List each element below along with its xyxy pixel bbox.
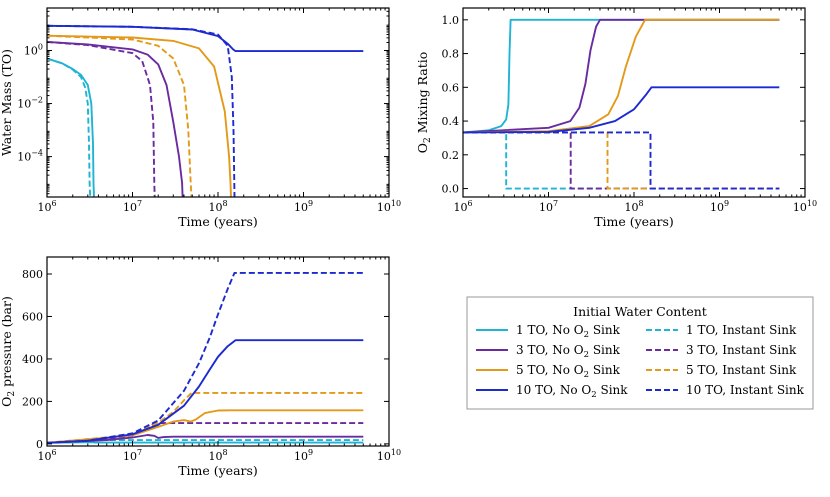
series-line-1to-instant-sink	[463, 131, 780, 190]
y-tick-label: 0.0	[442, 183, 460, 196]
x-tick-label: 1010	[377, 448, 401, 463]
y-tick-label: 400	[22, 353, 43, 366]
y-tick-label: 0.6	[442, 81, 460, 94]
y-tick-label: 600	[22, 310, 43, 323]
x-axis-label: Time (years)	[594, 214, 674, 229]
y-tick-label: 1.0	[442, 14, 460, 27]
water-mass-panel: 106 107 108 109 1010 10−4 10−2 100 Time (years) W…	[0, 7, 401, 229]
y-tick-label: 0.8	[442, 48, 460, 61]
x-tick-label: 108	[624, 199, 643, 214]
series-line-3to-instant-sink	[47, 40, 156, 197]
legend-label: 10 TO, Instant Sink	[686, 383, 805, 397]
water-mass-series	[47, 24, 364, 197]
x-tick-label: 109	[710, 199, 729, 214]
legend-label: 1 TO, Instant Sink	[686, 323, 797, 337]
x-tick-label: 109	[294, 199, 313, 214]
series-line-10to-no-sink	[47, 339, 364, 444]
series-line-3to-no-sink	[463, 18, 780, 134]
y-axis-label: O2 Mixing Ratio	[415, 52, 433, 154]
x-tick-label: 108	[208, 199, 227, 214]
legend-label: 3 TO, Instant Sink	[686, 343, 797, 357]
series-line-10to-instant-sink	[47, 24, 236, 197]
x-tick-label: 107	[123, 448, 142, 463]
series-line-3to-instant-sink	[463, 131, 780, 190]
o2-pressure-frame	[46, 256, 390, 447]
y-tick-label: 0	[36, 438, 43, 451]
series-line-1to-instant-sink	[47, 57, 92, 197]
o2-mixing-ratio-panel: 106 107 108 109 1010 0.0 0.2 0.4 0.6 0.8 1.0 Time (…	[415, 7, 817, 229]
series-line-5to-no-sink	[463, 18, 780, 134]
series-line-10to-no-sink	[463, 86, 780, 134]
x-tick-label: 1010	[377, 199, 401, 214]
y-tick-label: 200	[22, 395, 43, 408]
x-tick-label: 108	[208, 448, 227, 463]
legend-label: 1 TO, No O2 Sink	[516, 323, 621, 340]
x-tick-label: 106	[37, 448, 56, 463]
legend-label: 3 TO, No O2 Sink	[516, 343, 621, 360]
x-tick-label: 1010	[793, 199, 817, 214]
series-line-10to-instant-sink	[463, 131, 780, 190]
x-tick-label: 107	[539, 199, 558, 214]
y-tick-label: 800	[22, 268, 43, 281]
x-tick-label: 106	[37, 199, 56, 214]
legend-title: Initial Water Content	[573, 304, 707, 319]
y-tick-label: 10−2	[17, 96, 43, 111]
o2-mixing-ratio-series	[463, 18, 780, 190]
o2-pressure-series	[47, 271, 364, 444]
legend-frame	[466, 296, 814, 410]
legend-label: 5 TO, Instant Sink	[686, 363, 797, 377]
y-axis-label: O2 pressure (bar)	[0, 296, 17, 407]
series-line-5to-instant-sink	[463, 131, 780, 190]
y-tick-label: 0.2	[442, 149, 460, 162]
legend-label: 10 TO, No O2 Sink	[516, 383, 628, 400]
series-line-5to-instant-sink	[47, 391, 364, 444]
y-tick-label: 10−4	[17, 149, 43, 164]
series-line-3to-no-sink	[47, 434, 364, 444]
series-line-5to-instant-sink	[47, 34, 193, 197]
x-axis-label: Time (years)	[178, 463, 258, 478]
series-line-1to-no-sink	[463, 18, 780, 134]
x-tick-label: 106	[453, 199, 472, 214]
y-tick-label: 0.4	[442, 115, 460, 128]
series-line-5to-no-sink	[47, 34, 232, 197]
y-axis-label: Water Mass (TO)	[0, 49, 14, 156]
x-axis-label: Time (years)	[178, 214, 258, 229]
series-line-5to-no-sink	[47, 409, 364, 444]
series-line-1to-no-sink	[47, 57, 95, 197]
o2-mixing-ratio-frame	[462, 7, 806, 198]
series-line-10to-instant-sink	[47, 271, 364, 444]
legend: Initial Water Content 1 TO, No O2 Sink 1 …	[466, 296, 814, 410]
x-tick-label: 109	[294, 448, 313, 463]
series-line-1to-no-sink	[47, 441, 364, 444]
x-tick-label: 107	[123, 199, 142, 214]
y-tick-label: 100	[24, 42, 43, 57]
o2-pressure-panel: 106 107 108 109 1010 0 200 400 600 800 Time (years…	[0, 256, 401, 478]
legend-label: 5 TO, No O2 Sink	[516, 363, 621, 380]
series-line-3to-no-sink	[47, 40, 184, 197]
